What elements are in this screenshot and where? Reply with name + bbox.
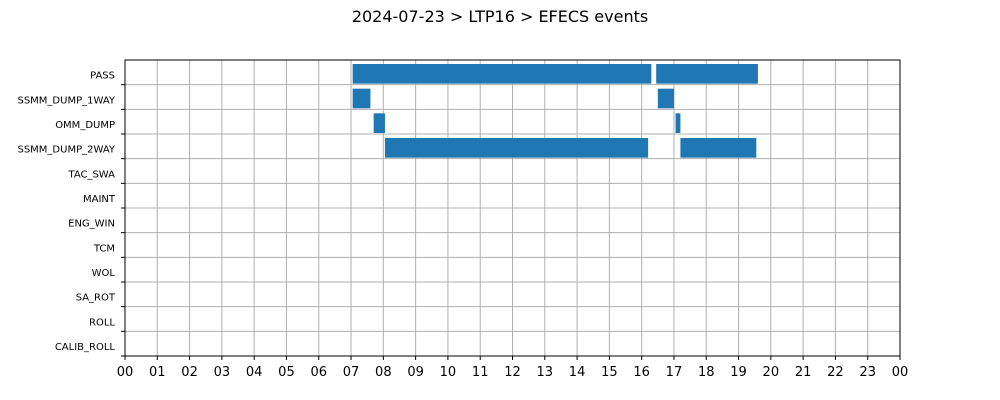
x-tick-label: 03: [214, 365, 231, 380]
x-tick-label: 15: [601, 365, 618, 380]
y-tick-label: CALIB_ROLL: [55, 342, 116, 353]
x-tick-label: 10: [440, 365, 457, 380]
y-tick-label: TAC_SWA: [67, 169, 115, 180]
x-tick-label: 02: [181, 365, 198, 380]
x-tick-label: 22: [827, 365, 844, 380]
y-tick-label: SSMM_DUMP_2WAY: [17, 145, 115, 156]
event-bar: [352, 64, 652, 84]
event-bar: [656, 64, 758, 84]
plot-area: 00 01 02 03 04 05 06 07 08 09 10 11 12 13 14 15 16 17 18 19…: [17, 59, 909, 380]
x-tick-label: 09: [407, 365, 424, 380]
x-tick-label: 11: [472, 365, 489, 380]
x-tick-label: 08: [375, 365, 392, 380]
x-tick-label: 00: [117, 365, 134, 380]
y-tick-label: PASS: [90, 71, 115, 82]
y-tick-label: OMM_DUMP: [55, 120, 115, 131]
y-tick-label: ROLL: [89, 317, 115, 328]
x-tick-label: 06: [310, 365, 327, 380]
x-tick-label: 00: [892, 365, 909, 380]
plot-frame: [124, 59, 901, 357]
x-tick-label: 21: [795, 365, 812, 380]
event-bar: [675, 113, 681, 133]
x-tick-label: 05: [278, 365, 295, 380]
y-tick-label: TCM: [93, 243, 115, 254]
y-tick-label: ENG_WIN: [68, 219, 115, 230]
event-bar: [384, 138, 649, 158]
x-tick-label: 20: [763, 365, 780, 380]
x-tick-label: 14: [569, 365, 586, 380]
x-tick-label: 16: [633, 365, 650, 380]
chart-title: 2024-07-23 > LTP16 > EFECS events: [352, 7, 648, 26]
event-bar: [680, 138, 757, 158]
y-tick-label: WOL: [92, 268, 116, 279]
x-tick-label: 12: [504, 365, 521, 380]
x-tick-label: 01: [149, 365, 166, 380]
event-bar: [352, 88, 371, 109]
y-tick-label: SSMM_DUMP_1WAY: [17, 95, 115, 106]
x-tick-label: 18: [698, 365, 715, 380]
event-bar: [657, 88, 674, 109]
x-tick-label: 07: [343, 365, 360, 380]
event-bar: [373, 113, 385, 133]
x-tick-label: 17: [666, 365, 683, 380]
x-tick-label: 23: [859, 365, 876, 380]
x-tick-label: 19: [730, 365, 747, 380]
y-tick-label: MAINT: [83, 194, 116, 205]
y-tick-label: SA_ROT: [76, 293, 116, 304]
x-tick-label: 04: [246, 365, 263, 380]
x-tick-label: 13: [537, 365, 554, 380]
